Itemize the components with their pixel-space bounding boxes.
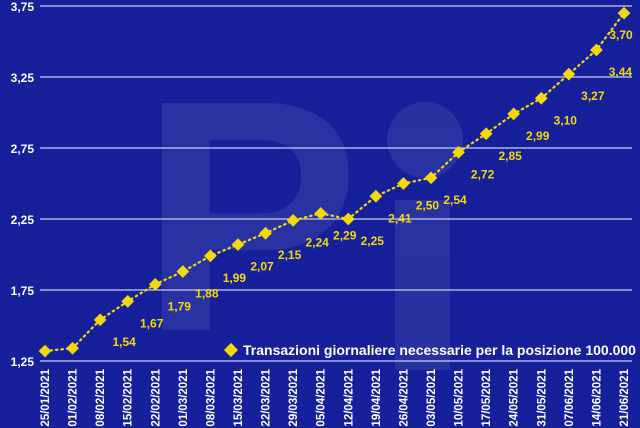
x-tick-label: 15/02/2021 <box>123 368 135 426</box>
x-tick-label: 05/04/2021 <box>316 368 328 426</box>
x-tick-label: 17/05/2021 <box>481 368 493 426</box>
data-point <box>66 341 79 355</box>
data-point <box>452 145 465 159</box>
data-point <box>231 238 245 251</box>
x-tick-label: 14/06/2021 <box>591 368 603 426</box>
data-label: 1,79 <box>168 299 192 313</box>
data-label: 3,27 <box>581 89 605 103</box>
data-label: 2,50 <box>416 199 440 213</box>
data-point <box>148 277 162 291</box>
x-tick-label: 24/05/2021 <box>509 368 521 426</box>
data-label: 3,70 <box>609 28 633 42</box>
x-tick-label: 01/03/2021 <box>178 368 190 426</box>
x-tick-label: 25/01/2021 <box>40 368 52 426</box>
data-point <box>369 189 383 203</box>
data-label: 1,88 <box>195 287 219 301</box>
data-point <box>121 294 135 308</box>
data-point <box>38 344 52 358</box>
y-tick-label: 1,75 <box>11 284 35 298</box>
y-tick-label: 3,75 <box>11 0 35 14</box>
series-line <box>43 12 626 353</box>
x-tick-label: 10/05/2021 <box>454 368 466 426</box>
data-label: 2,25 <box>361 234 385 248</box>
y-tick-label: 3,25 <box>11 71 35 85</box>
data-point <box>176 265 190 278</box>
x-tick-label: 08/03/2021 <box>205 368 217 426</box>
data-label: 2,54 <box>443 193 467 207</box>
x-tick-label: 22/02/2021 <box>150 368 162 426</box>
data-label: 2,29 <box>333 228 357 242</box>
x-tick-label: 26/04/2021 <box>398 368 410 426</box>
data-point <box>314 206 328 220</box>
data-label: 1,99 <box>223 271 247 285</box>
y-tick-label: 2,75 <box>11 142 35 156</box>
data-label: 2,99 <box>526 129 550 143</box>
data-label: 2,41 <box>388 211 412 225</box>
x-tick-label: 22/03/2021 <box>261 368 273 426</box>
legend-marker <box>223 342 239 358</box>
x-tick-label: 29/03/2021 <box>288 368 300 426</box>
data-point <box>286 214 300 227</box>
data-label: 2,15 <box>278 248 302 262</box>
data-label: 2,24 <box>305 235 329 249</box>
data-label: 2,85 <box>498 149 522 163</box>
x-tick-label: 03/05/2021 <box>426 368 438 426</box>
x-tick-label: 31/05/2021 <box>536 368 548 426</box>
data-label: 1,67 <box>140 316 164 330</box>
data-point <box>479 127 493 141</box>
x-tick-label: 12/04/2021 <box>343 368 355 426</box>
x-tick-label: 21/06/2021 <box>619 368 631 426</box>
data-point <box>617 6 631 20</box>
data-label: 1,54 <box>112 335 136 349</box>
data-point <box>397 177 410 190</box>
data-label: 3,10 <box>554 113 578 127</box>
legend-label: Transazioni giornaliere necessarie per l… <box>243 342 636 358</box>
data-label: 2,07 <box>250 260 274 274</box>
x-tick-label: 07/06/2021 <box>564 368 576 426</box>
y-tick-label: 1,25 <box>11 355 35 369</box>
data-label: 2,72 <box>471 167 495 181</box>
x-tick-label: 08/02/2021 <box>95 368 107 426</box>
x-tick-label: 15/03/2021 <box>233 368 245 426</box>
data-point <box>341 212 355 226</box>
x-tick-label: 01/02/2021 <box>68 368 80 426</box>
data-point <box>424 171 438 185</box>
legend: Transazioni giornaliere necessarie per l… <box>223 342 636 358</box>
data-point <box>259 226 272 240</box>
data-label: 3,44 <box>609 65 633 79</box>
data-point <box>93 313 107 327</box>
x-tick-label: 19/04/2021 <box>371 368 383 426</box>
y-tick-label: 2,25 <box>11 213 35 227</box>
